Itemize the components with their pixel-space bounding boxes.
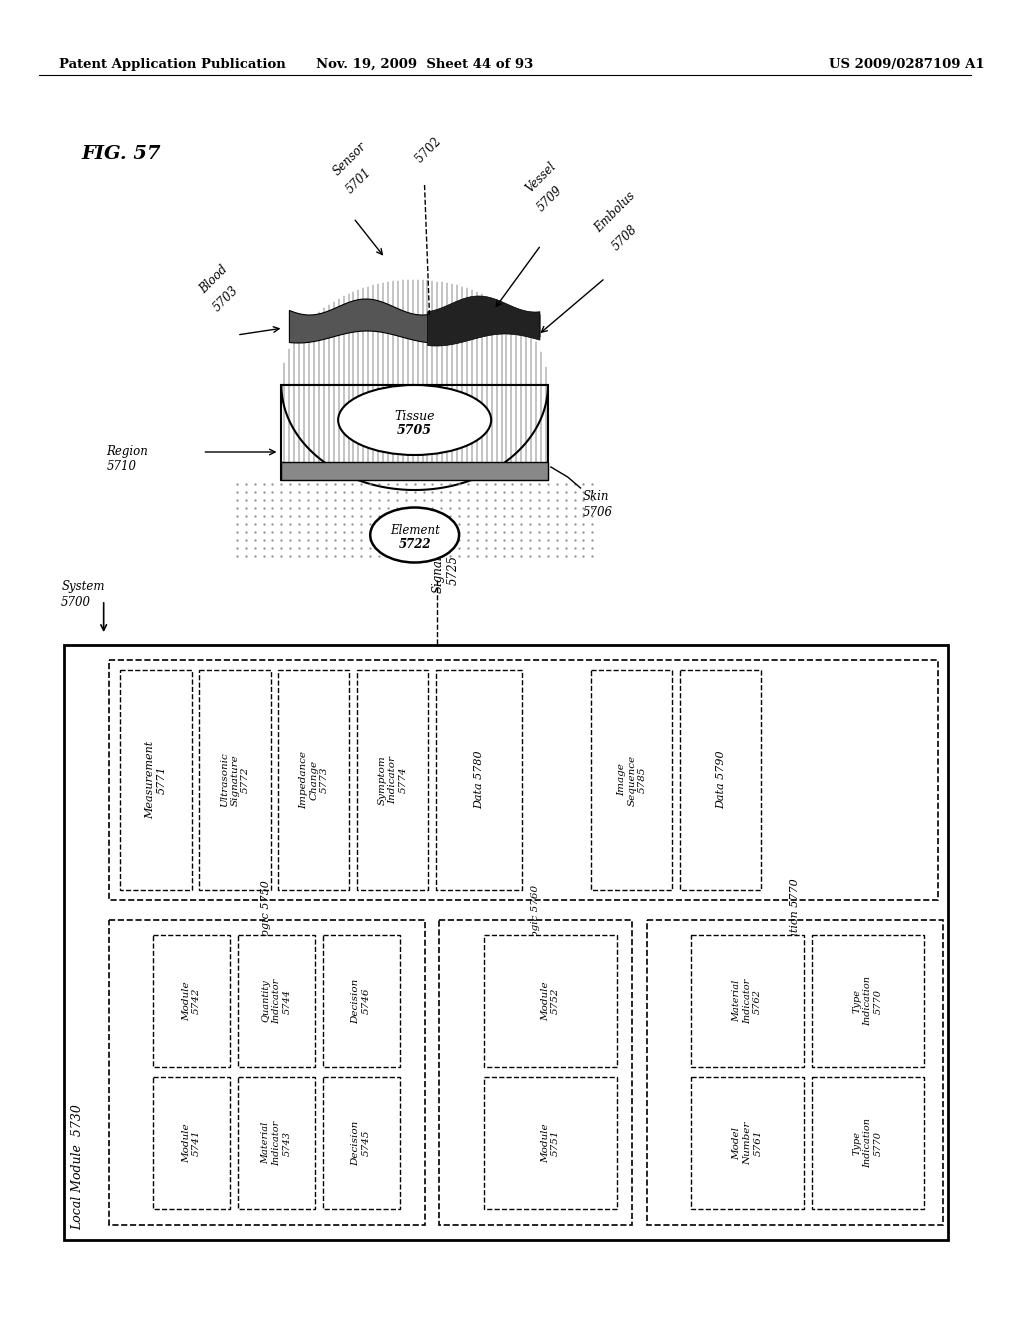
Text: 5702: 5702 bbox=[413, 135, 443, 165]
Text: Decision Logic 5750: Decision Logic 5750 bbox=[261, 880, 271, 995]
Bar bbox=[592, 671, 673, 890]
Bar bbox=[282, 462, 548, 480]
Text: Data 5790: Data 5790 bbox=[716, 751, 726, 809]
Text: Module
5752: Module 5752 bbox=[541, 981, 560, 1020]
Bar bbox=[691, 935, 804, 1067]
Text: Type
Indication
5770: Type Indication 5770 bbox=[853, 975, 883, 1026]
Polygon shape bbox=[428, 296, 540, 346]
Bar bbox=[238, 935, 315, 1067]
Text: 5709: 5709 bbox=[536, 183, 565, 214]
Bar bbox=[691, 1077, 804, 1209]
Text: 5706: 5706 bbox=[583, 506, 612, 519]
Bar bbox=[357, 671, 428, 890]
Bar bbox=[647, 920, 943, 1225]
Text: US 2009/0287109 A1: US 2009/0287109 A1 bbox=[829, 58, 985, 71]
Text: 5700: 5700 bbox=[61, 597, 91, 609]
Text: Module
5741: Module 5741 bbox=[182, 1123, 202, 1163]
Text: Ultrasonic
Signature
5772: Ultrasonic Signature 5772 bbox=[220, 752, 250, 808]
Text: Type
Indication
5770: Type Indication 5770 bbox=[853, 1118, 883, 1168]
Text: Model
Number
5761: Model Number 5761 bbox=[732, 1121, 762, 1164]
Bar bbox=[439, 920, 632, 1225]
Text: 5725: 5725 bbox=[446, 554, 459, 585]
Text: Local Module  5730: Local Module 5730 bbox=[72, 1104, 85, 1230]
Bar bbox=[153, 935, 230, 1067]
Text: Blood: Blood bbox=[198, 263, 230, 296]
Bar bbox=[812, 1077, 924, 1209]
Text: 5722: 5722 bbox=[398, 537, 431, 550]
Bar bbox=[483, 935, 617, 1067]
Bar bbox=[109, 660, 938, 900]
Text: Type Indication 5770: Type Indication 5770 bbox=[790, 878, 800, 998]
Bar bbox=[238, 1077, 315, 1209]
Bar bbox=[323, 935, 399, 1067]
Bar bbox=[282, 462, 548, 480]
Text: Material
Indicator
5743: Material Indicator 5743 bbox=[261, 1121, 292, 1166]
Text: Tissue: Tissue bbox=[394, 409, 435, 422]
Text: 5705: 5705 bbox=[397, 424, 432, 437]
Text: 5708: 5708 bbox=[610, 223, 641, 253]
Text: Data 5780: Data 5780 bbox=[474, 751, 484, 809]
Bar bbox=[680, 671, 761, 890]
Text: Patent Application Publication: Patent Application Publication bbox=[59, 58, 286, 71]
Text: Sensor: Sensor bbox=[331, 140, 370, 178]
Bar bbox=[483, 1077, 617, 1209]
Bar bbox=[121, 671, 191, 890]
Text: 5703: 5703 bbox=[210, 284, 241, 314]
Text: Vessel: Vessel bbox=[523, 160, 559, 195]
Text: 5710: 5710 bbox=[106, 459, 136, 473]
Text: Signal: Signal bbox=[431, 554, 444, 593]
Text: Image
Sequence
5785: Image Sequence 5785 bbox=[616, 755, 647, 805]
Bar bbox=[200, 671, 270, 890]
Bar bbox=[812, 935, 924, 1067]
Ellipse shape bbox=[371, 507, 459, 562]
Bar bbox=[282, 385, 548, 480]
Text: Material
Indicator
5762: Material Indicator 5762 bbox=[732, 978, 762, 1023]
Bar bbox=[436, 671, 522, 890]
Bar bbox=[279, 671, 349, 890]
Text: Decision
5745: Decision 5745 bbox=[351, 1121, 371, 1166]
Polygon shape bbox=[282, 385, 548, 490]
Text: Nov. 19, 2009  Sheet 44 of 93: Nov. 19, 2009 Sheet 44 of 93 bbox=[316, 58, 534, 71]
Text: Measurement
5771: Measurement 5771 bbox=[145, 741, 167, 820]
Text: Module
5742: Module 5742 bbox=[182, 981, 202, 1020]
Text: Symptom
Indicator
5774: Symptom Indicator 5774 bbox=[378, 755, 408, 805]
Text: FIG. 57: FIG. 57 bbox=[81, 145, 161, 162]
Text: Embolus: Embolus bbox=[592, 189, 638, 235]
Text: Quantity
Indicator
5744: Quantity Indicator 5744 bbox=[261, 978, 292, 1023]
Text: Decision
5746: Decision 5746 bbox=[351, 978, 371, 1023]
Ellipse shape bbox=[338, 385, 492, 455]
Text: Decision Logic 5760: Decision Logic 5760 bbox=[531, 884, 540, 991]
Text: System: System bbox=[61, 579, 104, 593]
Text: Element: Element bbox=[390, 524, 439, 536]
Bar bbox=[323, 1077, 399, 1209]
Text: 5701: 5701 bbox=[344, 165, 374, 195]
Bar bbox=[153, 1077, 230, 1209]
Text: Module
5751: Module 5751 bbox=[541, 1123, 560, 1163]
Bar bbox=[65, 645, 948, 1239]
Polygon shape bbox=[290, 300, 540, 343]
Bar bbox=[109, 920, 425, 1225]
Text: Region: Region bbox=[106, 445, 148, 458]
Text: Impedance
Change
5773: Impedance Change 5773 bbox=[299, 751, 329, 809]
Text: Skin: Skin bbox=[583, 490, 609, 503]
